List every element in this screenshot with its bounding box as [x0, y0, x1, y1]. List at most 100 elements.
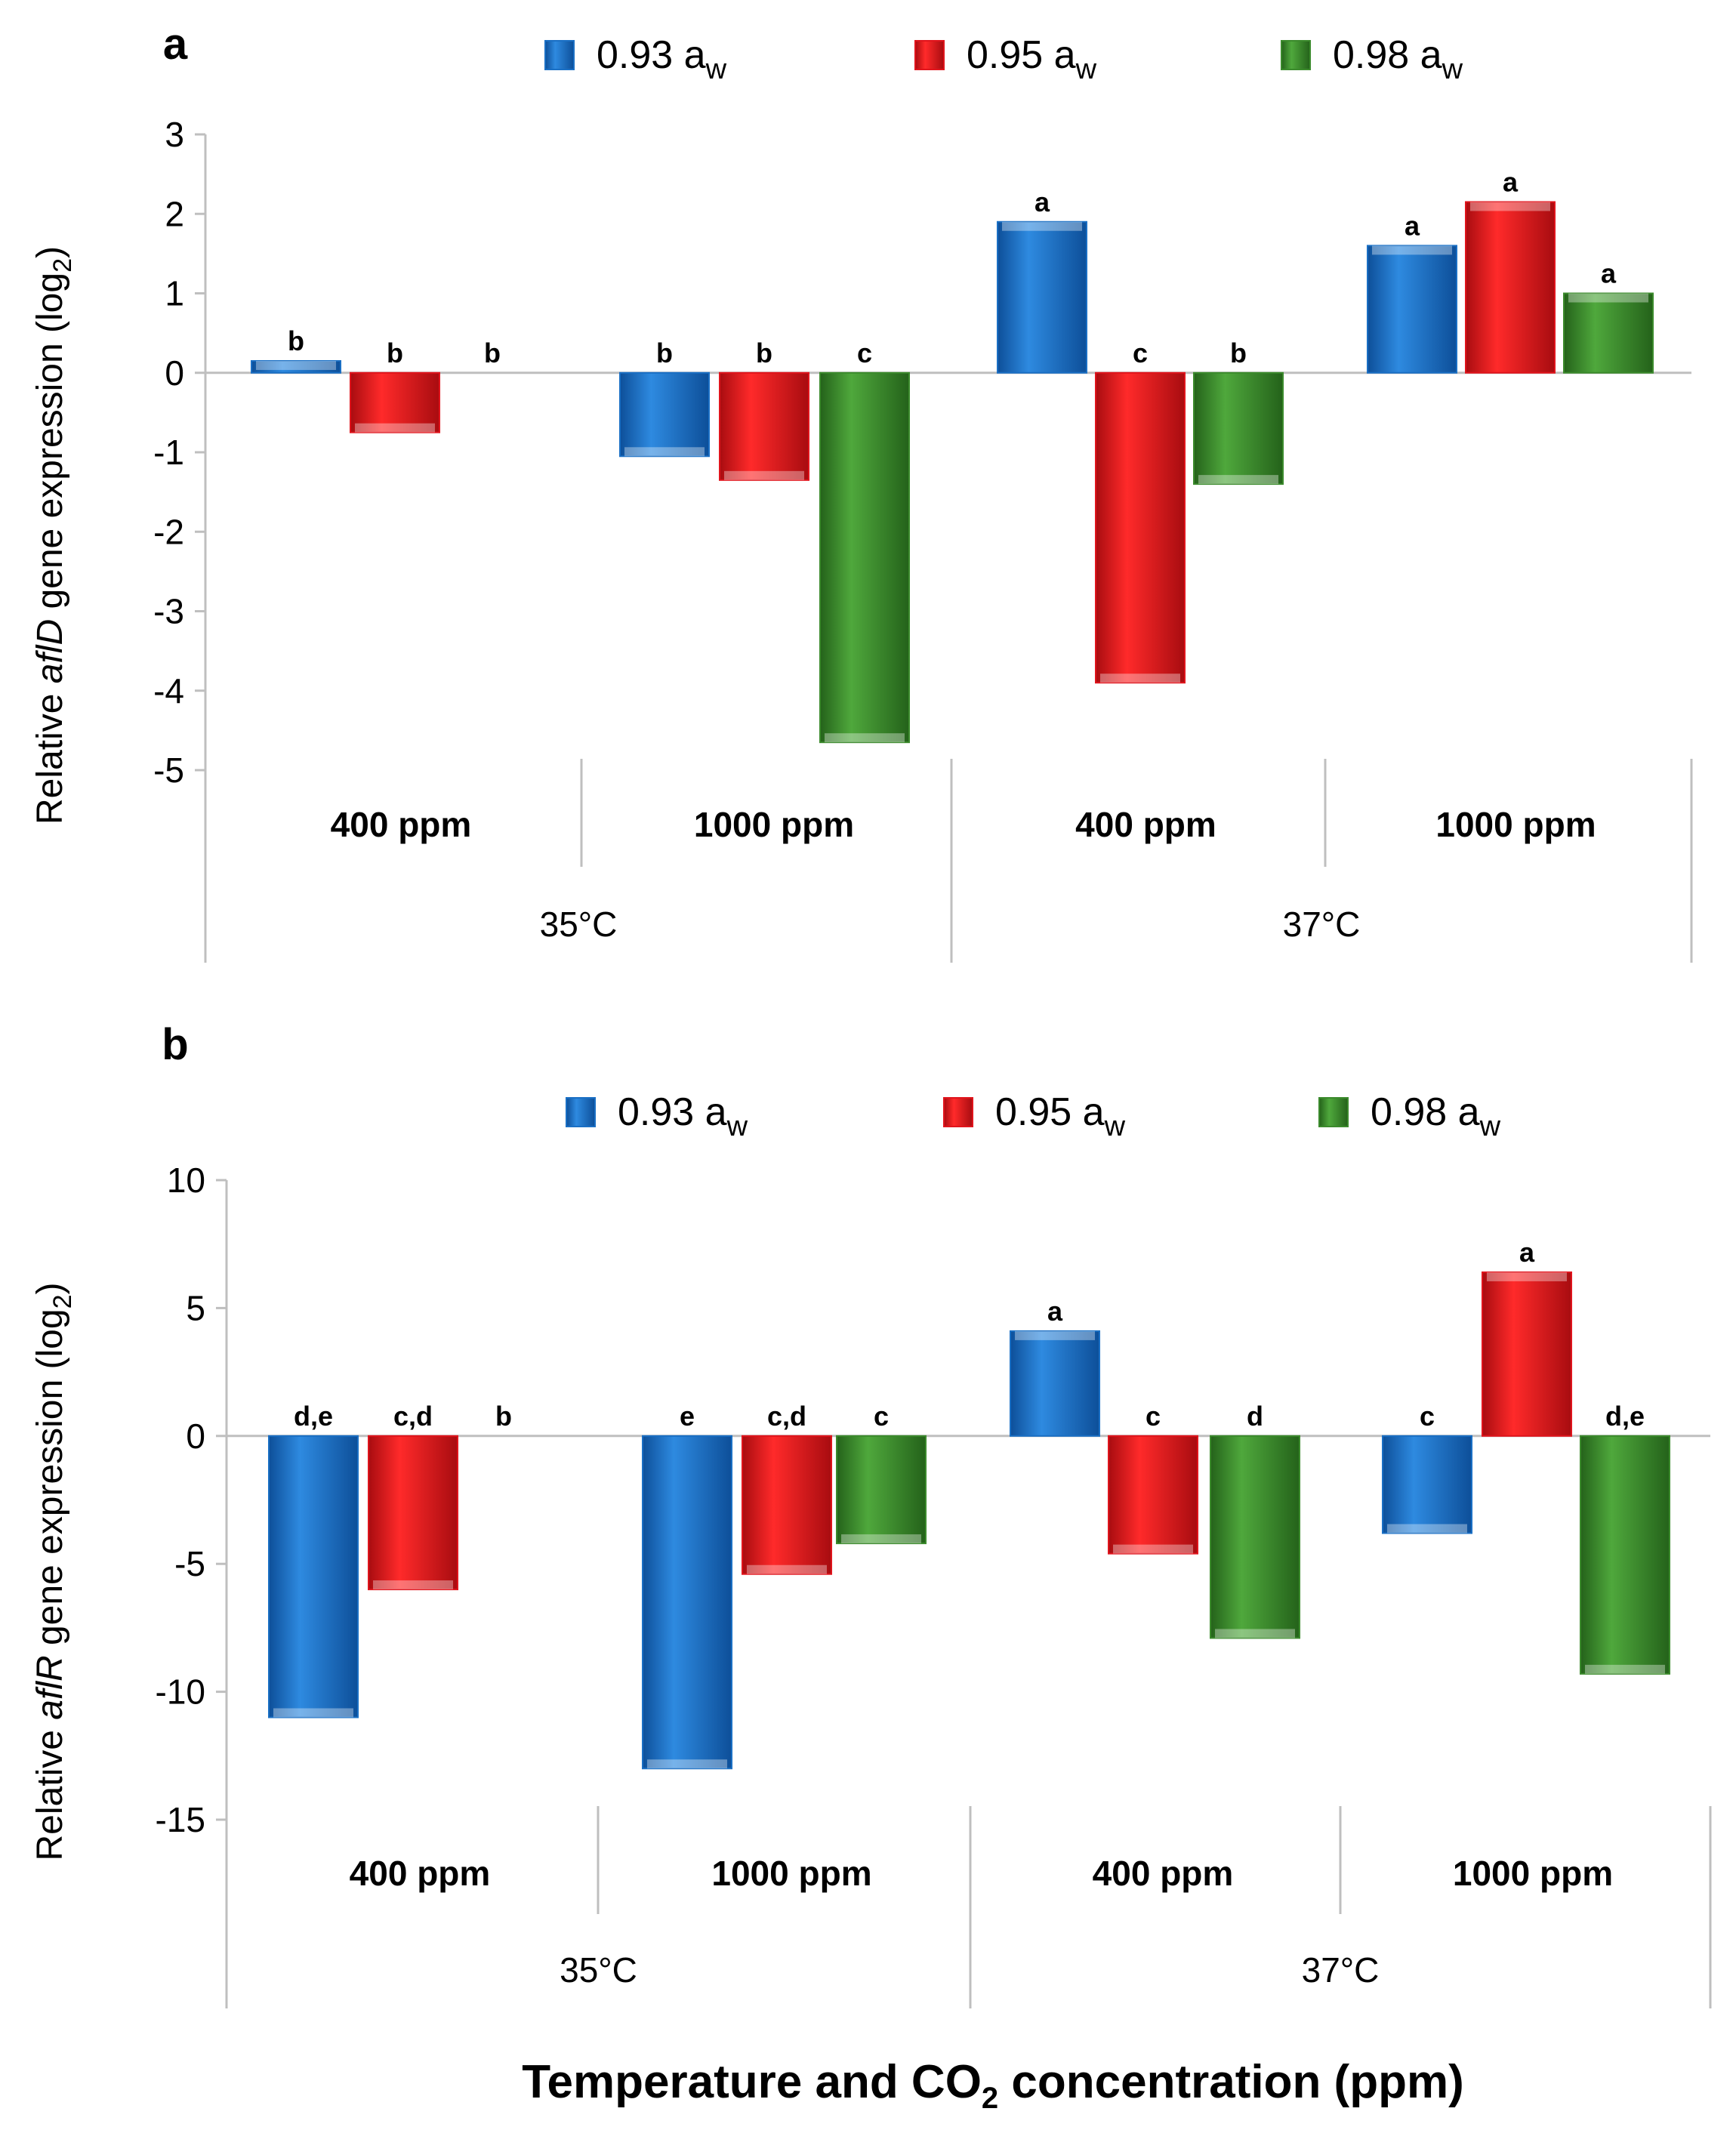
y-tick-label: 0 [165, 353, 184, 393]
significance-letter: a [1503, 166, 1519, 197]
significance-letter: a [1047, 1296, 1063, 1327]
significance-letter: d,e [294, 1401, 333, 1432]
co2-group-label: 1000 ppm [1453, 1854, 1613, 1893]
legend-label-sub: w [705, 54, 727, 85]
bar-bevel [724, 470, 804, 480]
bar-bevel [256, 360, 336, 370]
significance-letter: c [1133, 338, 1148, 368]
bar [1210, 1435, 1300, 1639]
y-axis-title-gene: aflD [30, 619, 70, 683]
chart-panel-b: b 10 5 0 -5 -10 -15 Relative aflR gene expressi… [30, 1020, 1712, 2008]
significance-letter: a [1519, 1237, 1535, 1268]
legend-swatch [914, 40, 945, 70]
legend-label-sub: w [1075, 54, 1097, 85]
legend-label: 0.93 aw [618, 1090, 748, 1142]
y-tick-label: 5 [186, 1288, 205, 1327]
panel-letter: a [163, 20, 188, 69]
legend-label-main: 0.93 a [618, 1090, 727, 1134]
legend-label-main: 0.93 a [597, 33, 706, 77]
bar [1580, 1435, 1670, 1675]
significance-letter: a [1405, 210, 1420, 241]
y-axis-title-pre: Relative [30, 1720, 70, 1861]
bar-bevel [373, 1580, 453, 1590]
y-tick-label: 10 [167, 1161, 205, 1200]
bar-bevel [624, 447, 705, 457]
y-tick-label: -5 [174, 1544, 205, 1583]
legend-label-main: 0.95 a [967, 33, 1076, 77]
significance-letter: e [680, 1401, 695, 1432]
bar-bevel [355, 423, 435, 433]
bar-bevel [1585, 1664, 1665, 1674]
bar [836, 1435, 927, 1545]
significance-letter: c [1146, 1401, 1161, 1432]
temperature-label: 37°C [1302, 1950, 1380, 1990]
significance-letter: c,d [767, 1401, 806, 1432]
bar [1465, 201, 1556, 374]
y-axis-title-sub: 2 [48, 258, 77, 273]
y-axis-title-post: gene expression (log [30, 273, 70, 619]
significance-letter: b [484, 338, 501, 368]
legend-label: 0.95 aw [967, 33, 1097, 85]
legend-swatch [943, 1097, 973, 1127]
co2-group-label: 1000 ppm [1435, 805, 1596, 844]
legend-label: 0.93 aw [597, 33, 727, 85]
co2-group-label: 400 ppm [1075, 805, 1216, 844]
bar [997, 220, 1087, 374]
bar [1482, 1271, 1572, 1437]
temperature-label: 35°C [540, 905, 618, 944]
bar [1095, 371, 1186, 684]
co2-group-label: 400 ppm [1093, 1854, 1234, 1893]
y-axis-title-close: ) [30, 246, 70, 258]
legend-label-sub: w [1104, 1111, 1126, 1142]
significance-letter: b [1230, 338, 1247, 368]
panel-letter: b [162, 1020, 188, 1069]
y-axis-title: Relative aflR gene expression (log2) [30, 1283, 77, 1861]
bar-bevel [825, 733, 905, 743]
bar-bevel [1002, 221, 1082, 231]
bar-bevel [1100, 674, 1180, 683]
bar [368, 1435, 458, 1591]
bar-bevel [747, 1564, 827, 1574]
x-axis-title-tail: concentration (ppm) [998, 2056, 1464, 2108]
significance-letter: d [1247, 1401, 1263, 1432]
significance-letter: c [874, 1401, 889, 1432]
y-tick-label: 2 [165, 194, 184, 233]
legend-label: 0.98 aw [1333, 33, 1463, 85]
bar [1563, 292, 1654, 374]
bar [1382, 1435, 1472, 1534]
y-tick-label: -15 [156, 1800, 205, 1839]
bar [819, 371, 910, 744]
y-tick-label: 1 [165, 274, 184, 313]
bar-bevel [1387, 1524, 1467, 1534]
bar [251, 359, 341, 374]
bar [268, 1435, 359, 1718]
y-tick-label: 3 [165, 115, 184, 154]
significance-letter: c [1420, 1401, 1435, 1432]
y-tick-label: -1 [153, 433, 184, 472]
bar-bevel [841, 1534, 921, 1544]
y-tick-label: -4 [153, 671, 184, 711]
y-axis-title-gene: aflR [30, 1655, 70, 1719]
legend-swatch [566, 1097, 596, 1127]
y-axis-title-sub: 2 [48, 1295, 77, 1309]
significance-letter: d,e [1605, 1401, 1645, 1432]
y-tick-label: -3 [153, 592, 184, 631]
y-axis-title-post: gene expression (log [30, 1309, 70, 1655]
bar-bevel [1215, 1629, 1295, 1638]
x-axis-title-main: Temperature and CO [522, 2056, 982, 2108]
legend-label-sub: w [1442, 54, 1463, 85]
significance-letter: b [387, 338, 403, 368]
bar [719, 371, 809, 481]
significance-letter: b [656, 338, 673, 368]
co2-group-label: 400 ppm [331, 805, 472, 844]
y-tick-label: -5 [153, 751, 184, 790]
significance-letter: a [1601, 258, 1617, 289]
x-axis-title: Temperature and CO2 concentration (ppm) [522, 2056, 1463, 2115]
significance-letter: b [756, 338, 772, 368]
legend-label-main: 0.95 a [995, 1090, 1105, 1134]
significance-letter: a [1035, 186, 1050, 217]
bar [742, 1435, 832, 1575]
legend-label-sub: w [1479, 1111, 1501, 1142]
bar-bevel [1015, 1330, 1095, 1340]
